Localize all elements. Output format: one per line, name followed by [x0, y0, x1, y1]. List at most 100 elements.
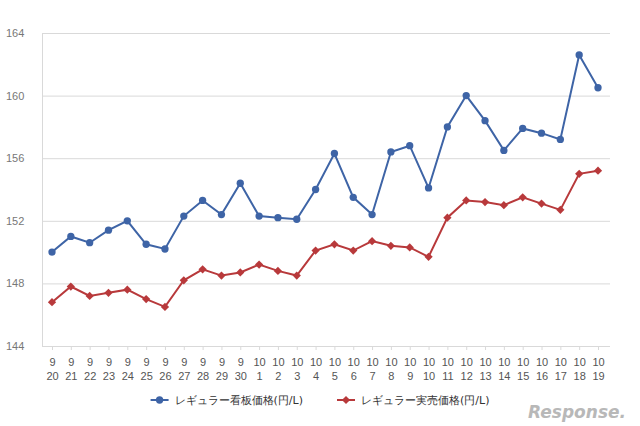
x-tick: 927 — [178, 346, 190, 382]
x-tick-label-line: 26 — [159, 370, 171, 382]
series-marker — [180, 212, 187, 219]
x-tick-label: 921 — [65, 356, 77, 382]
series-marker — [406, 142, 413, 149]
x-tick-label: 928 — [197, 356, 209, 382]
series-marker — [368, 211, 375, 218]
x-tick-mark — [391, 346, 392, 350]
x-tick-mark — [184, 346, 185, 350]
x-tick-mark — [429, 346, 430, 350]
series-marker — [481, 198, 489, 206]
series-marker — [124, 217, 131, 224]
x-tick: 920 — [46, 346, 58, 382]
x-tick-label-line: 9 — [49, 356, 55, 368]
legend-label: レギュラー看板価格(円/L) — [175, 394, 303, 407]
x-tick: 101 — [253, 346, 265, 382]
watermark: Response. — [528, 402, 626, 422]
x-tick: 1017 — [555, 346, 567, 382]
series-marker — [331, 150, 338, 157]
x-tick-mark — [71, 346, 72, 350]
x-tick-mark — [240, 346, 241, 350]
x-tick-mark — [523, 346, 524, 350]
x-tick-label: 1016 — [536, 356, 548, 382]
series-marker — [387, 242, 395, 250]
x-tick-label-line: 9 — [144, 356, 150, 368]
x-tick-label-line: 11 — [442, 370, 453, 382]
x-tick-label-line: 10 — [592, 356, 604, 368]
x-tick: 921 — [65, 346, 77, 382]
x-tick-label-line: 10 — [329, 356, 341, 368]
x-tick-mark — [485, 346, 486, 350]
grid-line — [42, 96, 610, 97]
x-tick-label: 1012 — [461, 356, 473, 382]
x-tick: 1010 — [423, 346, 435, 382]
x-tick: 105 — [329, 346, 341, 382]
x-tick-label-line: 9 — [219, 356, 225, 368]
x-tick-label-line: 19 — [592, 370, 604, 382]
x-tick-mark — [278, 346, 279, 350]
x-tick-label-line: 8 — [388, 370, 394, 382]
x-tick-label-line: 10 — [404, 356, 416, 368]
series-marker — [387, 148, 394, 155]
y-tick: 148 — [6, 277, 610, 289]
x-tick-label-line: 10 — [479, 356, 491, 368]
x-tick-label-line: 6 — [351, 370, 357, 382]
x-tick: 1014 — [498, 346, 510, 382]
x-tick-label-line: 10 — [461, 356, 473, 368]
x-tick-label: 1014 — [498, 356, 510, 382]
x-tick-label: 925 — [141, 356, 153, 382]
series-marker — [123, 286, 131, 294]
x-tick-label: 1017 — [555, 356, 567, 382]
x-tick-mark — [334, 346, 335, 350]
series-marker — [255, 212, 262, 219]
x-tick-label: 108 — [385, 356, 397, 382]
x-tick-label-line: 7 — [370, 370, 376, 382]
series-marker — [462, 196, 470, 204]
series-line — [52, 171, 598, 307]
x-tick-label: 109 — [404, 356, 416, 382]
x-tick-label: 104 — [310, 356, 322, 382]
series-marker — [556, 206, 564, 214]
x-tick-mark — [447, 346, 448, 350]
series-marker — [293, 216, 300, 223]
x-tick: 1011 — [442, 346, 454, 382]
x-tick-label: 1011 — [442, 356, 454, 382]
series-marker — [463, 92, 470, 99]
x-tick-mark — [259, 346, 260, 350]
legend-item: レギュラー看板価格(円/L) — [151, 394, 303, 407]
x-tick-label-line: 9 — [407, 370, 413, 382]
series-marker — [198, 265, 206, 273]
series-marker — [86, 239, 93, 246]
plot-area — [48, 51, 602, 311]
series-marker — [444, 123, 451, 130]
x-tick-label-line: 12 — [461, 370, 473, 382]
x-tick-label: 107 — [366, 356, 378, 382]
series-marker — [274, 267, 282, 275]
x-tick: 107 — [366, 346, 378, 382]
x-tick-label: 1010 — [423, 356, 435, 382]
grid-line — [42, 283, 610, 284]
x-tick: 1015 — [517, 346, 529, 382]
series-marker — [293, 271, 301, 279]
x-tick-label-line: 29 — [216, 370, 228, 382]
x-tick-label: 101 — [253, 356, 265, 382]
x-tick-label-line: 28 — [197, 370, 209, 382]
x-tick-mark — [90, 346, 91, 350]
series-marker — [594, 84, 601, 91]
x-tick-mark — [52, 346, 53, 350]
legend: レギュラー看板価格(円/L)レギュラー実売価格(円/L) — [151, 394, 490, 407]
x-tick-label-line: 10 — [385, 356, 397, 368]
x-tick-mark — [316, 346, 317, 350]
series-marker — [237, 180, 244, 187]
y-tick: 160 — [6, 90, 610, 102]
x-tick-label-line: 10 — [291, 356, 303, 368]
x-axis-line — [53, 347, 599, 351]
series-marker — [218, 211, 225, 218]
x-tick-label: 929 — [216, 356, 228, 382]
x-tick-label-line: 4 — [313, 370, 319, 382]
series-marker — [349, 246, 357, 254]
series-marker — [67, 282, 75, 290]
series-marker — [519, 193, 527, 201]
x-tick-label-line: 9 — [106, 356, 112, 368]
x-tick-mark — [372, 346, 373, 350]
x-tick: 109 — [404, 346, 416, 382]
